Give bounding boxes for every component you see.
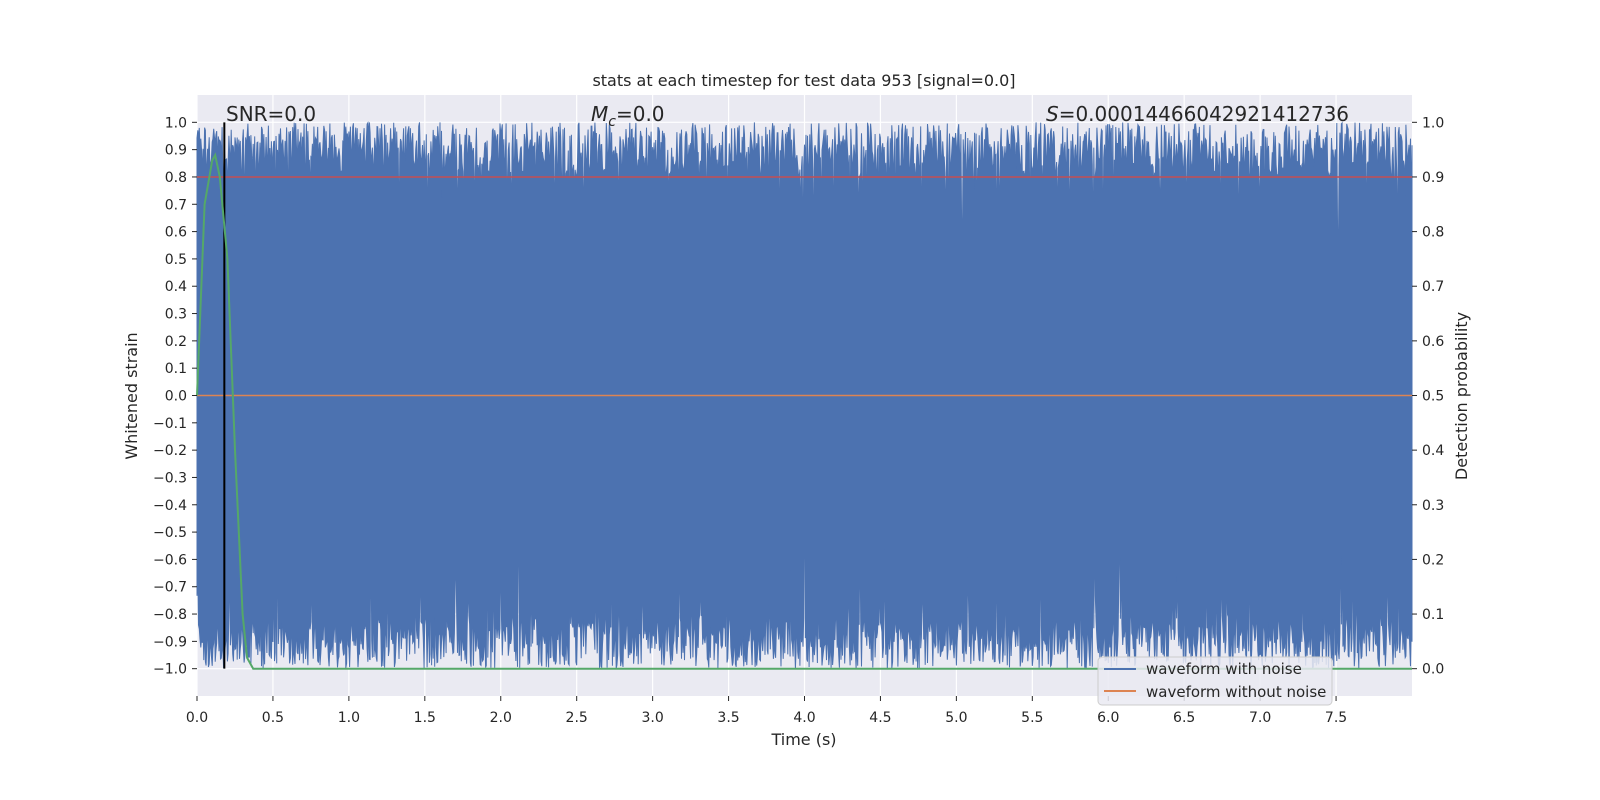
chart-title: stats at each timestep for test data 953… <box>592 71 1015 90</box>
y2-tick-label: 0.2 <box>1422 552 1444 568</box>
y-tick-label: −0.6 <box>153 552 187 568</box>
x-tick-label: 1.5 <box>414 710 436 726</box>
y2-tick-label: 1.0 <box>1422 115 1444 131</box>
x-tick-label: 6.0 <box>1097 710 1119 726</box>
legend: waveform with noise waveform without noi… <box>1097 656 1333 706</box>
y-tick-label: 0.0 <box>165 389 187 405</box>
y2-tick-label: 0.4 <box>1422 443 1444 459</box>
y2-tick-label: 0.8 <box>1422 225 1444 241</box>
y2-axis-label: Detection probability <box>1452 312 1471 480</box>
x-tick-label: 2.5 <box>566 710 588 726</box>
y-tick-label: −0.7 <box>153 580 187 596</box>
chirp-mass-annotation: Mc=0.0 <box>591 102 665 130</box>
y-tick-label: −0.5 <box>153 525 187 541</box>
line-layer <box>196 122 1412 670</box>
y2-tick-label: 0.0 <box>1422 662 1444 678</box>
y-axis-label: Whitened strain <box>122 332 141 459</box>
y2-tick-label: 0.3 <box>1422 498 1444 514</box>
x-tick-label: 4.5 <box>869 710 891 726</box>
y-tick-label: −0.9 <box>153 634 187 650</box>
y-tick-label: −0.3 <box>153 470 187 486</box>
x-tick-label: 0.5 <box>262 710 284 726</box>
x-tick-label: 7.5 <box>1325 710 1347 726</box>
y2-tick-label: 0.1 <box>1422 607 1444 623</box>
y-tick-label: −0.4 <box>153 498 187 514</box>
y-tick-label: −0.8 <box>153 607 187 623</box>
y-tick-label: 0.3 <box>165 307 187 323</box>
x-tick-label: 3.0 <box>641 710 663 726</box>
legend-label-noise: waveform with noise <box>1146 660 1302 678</box>
y-tick-label: 0.8 <box>165 170 187 186</box>
y2-tick-label: 0.5 <box>1422 389 1444 405</box>
y-tick-label: −0.1 <box>153 416 187 432</box>
y-tick-label: 0.2 <box>165 334 187 350</box>
x-tick-label: 1.0 <box>338 710 360 726</box>
x-tick-label: 5.0 <box>945 710 967 726</box>
y2-tick-label: 0.6 <box>1422 334 1444 350</box>
x-tick-label: 7.0 <box>1249 710 1271 726</box>
y-tick-label: 0.4 <box>165 279 187 295</box>
x-tick-label: 0.0 <box>186 710 208 726</box>
x-tick-label: 5.5 <box>1021 710 1043 726</box>
x-tick-label: 4.0 <box>793 710 815 726</box>
snr-annotation: SNR=0.0 <box>226 102 316 126</box>
s-annotation: S=0.00014466042921412736 <box>1046 102 1349 126</box>
y-tick-label: −0.2 <box>153 443 187 459</box>
x-tick-label: 3.5 <box>717 710 739 726</box>
y-tick-label: 1.0 <box>165 115 187 131</box>
series-detection-probability <box>196 152 1412 670</box>
y-tick-label: 0.7 <box>165 197 187 213</box>
x-axis-label: Time (s) <box>770 730 836 749</box>
y-tick-label: 0.1 <box>165 361 187 377</box>
legend-label-clean: waveform without noise <box>1146 683 1326 701</box>
y2-tick-label: 0.9 <box>1422 170 1444 186</box>
legend-box <box>1097 656 1333 706</box>
tick-layer: 1.0 0.9 0.8 0.7 0.6 0.5 0.4 0.3 0.2 0.1 0.0 −0.1 −0.… <box>153 115 1444 726</box>
y-tick-label: −1.0 <box>153 662 187 678</box>
x-tick-label: 6.5 <box>1173 710 1195 726</box>
y-tick-label: 0.9 <box>165 143 187 159</box>
y-tick-label: 0.5 <box>165 252 187 268</box>
y-tick-label: 0.6 <box>165 225 187 241</box>
y2-tick-label: 0.7 <box>1422 279 1444 295</box>
x-tick-label: 2.0 <box>490 710 512 726</box>
